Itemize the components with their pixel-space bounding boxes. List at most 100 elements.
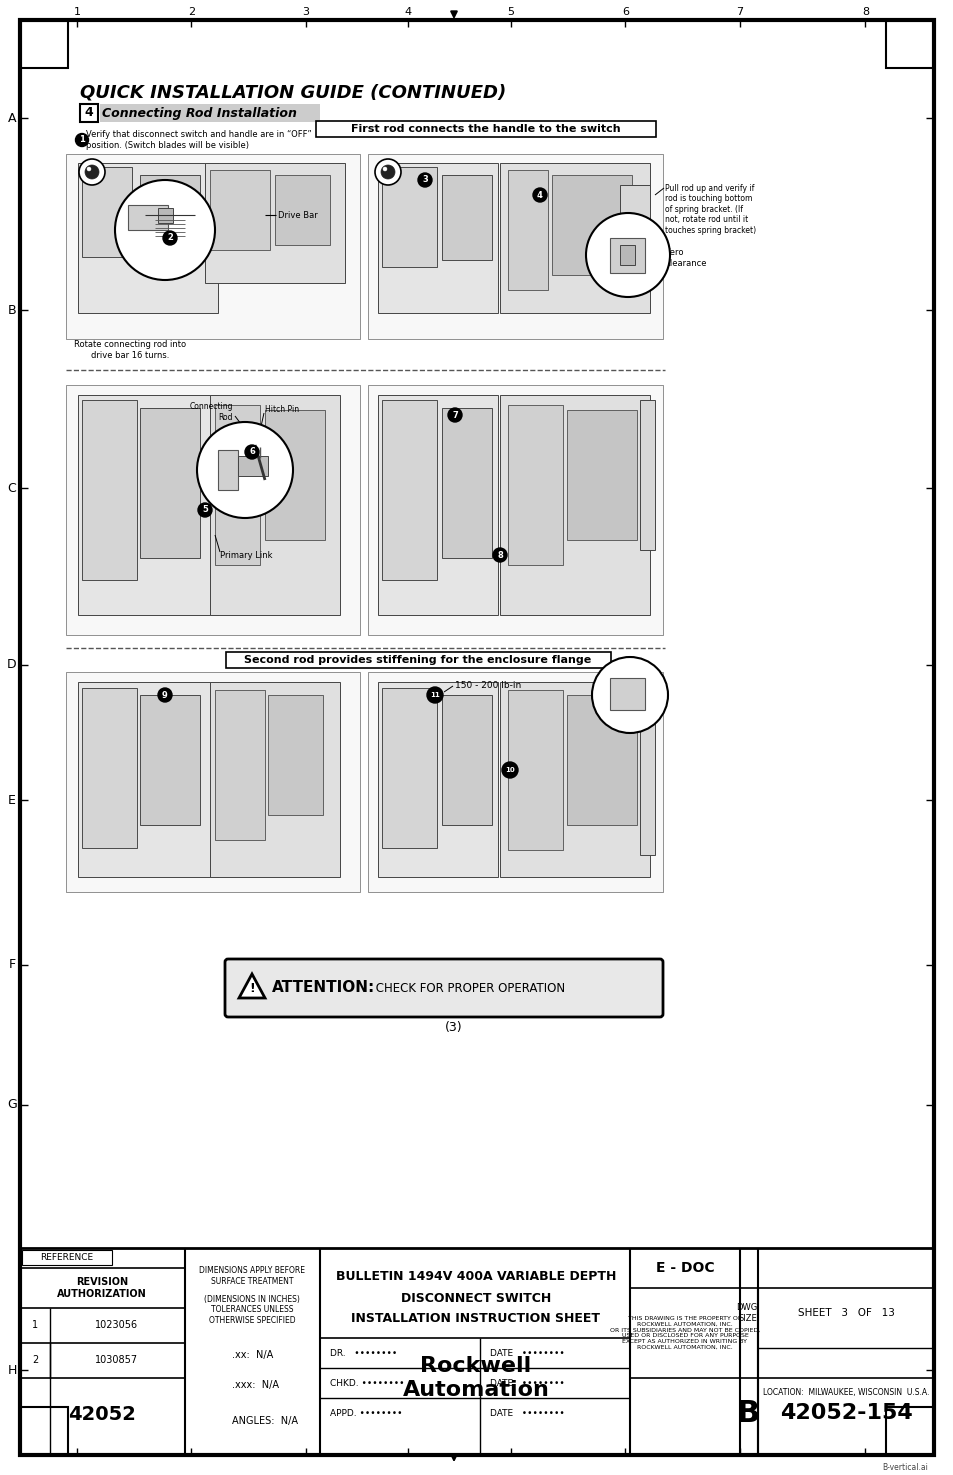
- Text: 1: 1: [79, 136, 85, 145]
- Text: 1: 1: [73, 7, 80, 18]
- Bar: [158, 208, 172, 223]
- Text: 5: 5: [202, 506, 208, 515]
- Text: Connecting
Rod: Connecting Rod: [190, 403, 233, 422]
- Bar: [66, 673, 359, 892]
- Text: Verify that disconnect switch and handle are in “OFF”
position. (Switch blades w: Verify that disconnect switch and handle…: [86, 130, 312, 149]
- Bar: [381, 167, 436, 267]
- Text: D: D: [8, 658, 17, 671]
- Bar: [20, 21, 68, 68]
- Circle shape: [493, 549, 506, 562]
- Text: INSTALLATION INSTRUCTION SHEET: INSTALLATION INSTRUCTION SHEET: [351, 1311, 599, 1325]
- Bar: [210, 170, 270, 249]
- Bar: [78, 395, 218, 615]
- Text: 6: 6: [249, 447, 254, 456]
- Text: Drive Bar: Drive Bar: [277, 211, 317, 220]
- Bar: [377, 681, 497, 878]
- Bar: [128, 205, 168, 230]
- Bar: [315, 121, 656, 137]
- Bar: [639, 400, 655, 550]
- Text: E: E: [8, 794, 16, 807]
- Text: REVISION
AUTHORIZATION: REVISION AUTHORIZATION: [57, 1277, 147, 1299]
- FancyBboxPatch shape: [225, 959, 662, 1016]
- Text: Zero
Clearance: Zero Clearance: [664, 248, 707, 267]
- Text: H: H: [8, 1363, 16, 1376]
- Bar: [82, 167, 132, 257]
- Text: LOCATION:  MILWAUKEE, WISCONSIN  U.S.A.: LOCATION: MILWAUKEE, WISCONSIN U.S.A.: [762, 1388, 928, 1397]
- Text: 7: 7: [452, 410, 457, 419]
- Text: C: C: [8, 481, 16, 494]
- Bar: [507, 690, 562, 850]
- Text: 6: 6: [621, 7, 628, 18]
- Bar: [140, 176, 200, 260]
- Bar: [78, 681, 218, 878]
- Bar: [507, 170, 547, 291]
- Circle shape: [382, 167, 387, 171]
- Text: 2: 2: [31, 1356, 38, 1364]
- Bar: [265, 410, 325, 540]
- Bar: [82, 400, 137, 580]
- Bar: [499, 681, 649, 878]
- Bar: [609, 678, 644, 709]
- Bar: [268, 695, 323, 816]
- Bar: [368, 385, 662, 636]
- Text: 1030857: 1030857: [95, 1356, 138, 1364]
- Circle shape: [79, 159, 105, 184]
- Circle shape: [533, 187, 546, 202]
- Circle shape: [75, 134, 89, 146]
- Text: APPD. ••••••••: APPD. ••••••••: [330, 1409, 402, 1417]
- Text: DATE   ••••••••: DATE ••••••••: [490, 1348, 564, 1357]
- Text: 42052: 42052: [68, 1406, 135, 1425]
- Text: CHECK FOR PROPER OPERATION: CHECK FOR PROPER OPERATION: [372, 981, 564, 994]
- Text: Pull rod up and verify if
rod is touching bottom
of spring bracket. (If
not, rot: Pull rod up and verify if rod is touchin…: [664, 184, 756, 235]
- Circle shape: [85, 165, 99, 178]
- Text: 2: 2: [167, 233, 172, 242]
- Text: B: B: [8, 304, 16, 317]
- Bar: [140, 409, 200, 558]
- Circle shape: [592, 656, 667, 733]
- Bar: [210, 395, 339, 615]
- Bar: [441, 176, 492, 260]
- Bar: [377, 164, 497, 313]
- Bar: [381, 400, 436, 580]
- Text: !: !: [249, 982, 254, 996]
- Text: ANGLES:  N/A: ANGLES: N/A: [232, 1416, 297, 1426]
- Bar: [441, 409, 492, 558]
- Bar: [237, 456, 268, 476]
- Text: THIS DRAWING IS THE PROPERTY OF
ROCKWELL AUTOMATION, INC.
OR ITS SUBSIDIARIES AN: THIS DRAWING IS THE PROPERTY OF ROCKWELL…: [609, 1316, 760, 1350]
- Circle shape: [115, 180, 214, 280]
- Text: 3: 3: [302, 7, 309, 18]
- Bar: [639, 684, 655, 856]
- Text: DR.   ••••••••: DR. ••••••••: [330, 1348, 396, 1357]
- Text: Second rod provides stiffening for the enclosure flange: Second rod provides stiffening for the e…: [244, 655, 591, 665]
- Text: Primary Link: Primary Link: [220, 550, 273, 559]
- Text: Automation: Automation: [402, 1381, 549, 1400]
- Bar: [274, 176, 330, 245]
- Circle shape: [196, 422, 293, 518]
- Circle shape: [163, 232, 177, 245]
- Bar: [82, 687, 137, 848]
- Text: 9: 9: [162, 690, 168, 699]
- Bar: [20, 1248, 933, 1454]
- Circle shape: [427, 687, 442, 704]
- Text: BULLETIN 1494V 400A VARIABLE DEPTH: BULLETIN 1494V 400A VARIABLE DEPTH: [335, 1270, 616, 1282]
- Text: DATE   ••••••••: DATE ••••••••: [490, 1409, 564, 1417]
- Text: B-vertical.ai: B-vertical.ai: [882, 1463, 927, 1472]
- Circle shape: [158, 687, 172, 702]
- Bar: [609, 237, 644, 273]
- Text: 8: 8: [497, 550, 502, 559]
- Polygon shape: [239, 974, 265, 999]
- Text: 4: 4: [404, 7, 412, 18]
- Text: 4: 4: [85, 106, 93, 119]
- Text: Connecting Rod Installation: Connecting Rod Installation: [102, 106, 296, 119]
- Bar: [205, 164, 345, 283]
- Text: 8: 8: [861, 7, 868, 18]
- Bar: [218, 450, 237, 490]
- Text: 1: 1: [31, 1320, 38, 1330]
- Text: (DIMENSIONS IN INCHES)
TOLERANCES UNLESS
OTHERWISE SPECIFIED: (DIMENSIONS IN INCHES) TOLERANCES UNLESS…: [204, 1295, 299, 1325]
- Text: REFERENCE: REFERENCE: [40, 1252, 93, 1263]
- Circle shape: [87, 167, 91, 171]
- Bar: [20, 1407, 68, 1454]
- Bar: [619, 184, 649, 266]
- Text: F: F: [9, 959, 15, 972]
- Bar: [368, 673, 662, 892]
